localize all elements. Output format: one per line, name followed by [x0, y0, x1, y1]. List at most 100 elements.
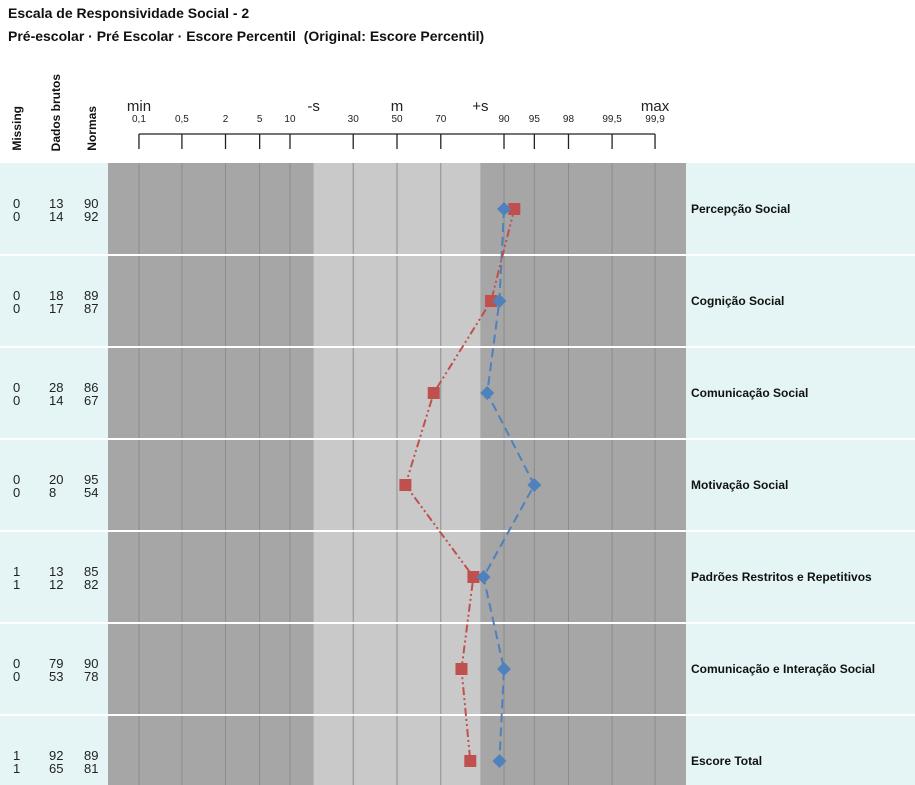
- raw-score: 14: [49, 393, 64, 408]
- tick-label: 10: [284, 114, 296, 125]
- row-separators: [0, 254, 915, 716]
- table-panel-background: [0, 163, 108, 785]
- tick-label: 30: [348, 114, 360, 125]
- raw-score: 53: [49, 669, 64, 684]
- raw-score: 28: [49, 380, 64, 395]
- percentile-axis: 0,1 0,5 2 5 10 30 50 70 90 95 98 99,5 99,9 min -s m +s ma…: [127, 98, 670, 149]
- norm-score: 54: [84, 485, 99, 500]
- missing-count: 0: [13, 669, 21, 684]
- norm-score: 87: [84, 301, 99, 316]
- scale-name-label: Escore Total: [691, 754, 763, 768]
- series-1-marker: [497, 202, 512, 216]
- norm-score: 89: [84, 748, 99, 763]
- scale-name-label: Comunicação e Interação Social: [691, 662, 876, 676]
- raw-score: 17: [49, 301, 64, 316]
- norm-score: 92: [84, 209, 99, 224]
- norm-score: 90: [84, 196, 99, 211]
- scale-marker-label: -s: [307, 98, 320, 115]
- series-1-marker: [492, 294, 507, 308]
- raw-score-cell: 28 14: [49, 381, 63, 407]
- norm-score: 90: [84, 656, 99, 671]
- scale-name-label: Motivação Social: [691, 478, 789, 492]
- scale-marker-label: min: [127, 98, 151, 115]
- scale-name-label: Comunicação Social: [691, 386, 809, 400]
- series-2-marker: [427, 387, 440, 399]
- norm-score-cell: 90 92: [84, 197, 98, 223]
- raw-score-cell: 92 65: [49, 749, 63, 775]
- raw-score: 20: [49, 472, 64, 487]
- tick-label: 50: [391, 114, 403, 125]
- series-1-marker: [480, 386, 495, 400]
- tick-label: 90: [498, 114, 510, 125]
- report-title: Escala de Responsividade Social - 2: [8, 5, 250, 21]
- norm-score: 67: [84, 393, 99, 408]
- series-1-marker: [492, 754, 507, 768]
- norm-score: 82: [84, 577, 99, 592]
- scale-marker-label: m: [391, 98, 404, 115]
- gridlines: [138, 163, 656, 785]
- missing-count: 0: [13, 485, 21, 500]
- tick-label: 0,5: [175, 114, 189, 125]
- scale-name-label: Percepção Social: [691, 202, 791, 216]
- norm-score: 86: [84, 380, 99, 395]
- raw-score: 79: [49, 656, 64, 671]
- missing-count: 0: [13, 393, 21, 408]
- raw-score-cell: 13 14: [49, 197, 63, 223]
- missing-count: 1: [13, 748, 21, 763]
- raw-score-cell: 18 17: [49, 289, 63, 315]
- series-2-marker: [464, 755, 477, 767]
- norm-score: 95: [84, 472, 99, 487]
- norm-score: 89: [84, 288, 99, 303]
- column-header-missing: Missing: [10, 106, 24, 151]
- scale-marker-label: +s: [472, 98, 488, 115]
- series-2-marker: [399, 479, 412, 491]
- missing-count: 0: [13, 380, 21, 395]
- scale-marker-label: max: [641, 98, 670, 115]
- raw-score-cell: 13 12: [49, 565, 63, 591]
- tick-label: 98: [563, 114, 575, 125]
- tick-label: 70: [435, 114, 447, 125]
- missing-count: 0: [13, 209, 21, 224]
- raw-score-cell: 20 8: [49, 473, 63, 499]
- tick-label: 5: [257, 114, 263, 125]
- label-panel-background: [686, 163, 915, 785]
- series-markers: [399, 202, 542, 768]
- raw-score: 8: [49, 485, 57, 500]
- raw-score: 65: [49, 761, 64, 776]
- scale-name-label: Cognição Social: [691, 294, 785, 308]
- raw-score: 14: [49, 209, 64, 224]
- raw-score: 12: [49, 577, 64, 592]
- norm-score-cell: 86 67: [84, 381, 98, 407]
- raw-score: 18: [49, 288, 64, 303]
- norm-score: 78: [84, 669, 99, 684]
- missing-count: 0: [13, 288, 21, 303]
- series-2-marker: [508, 203, 521, 215]
- missing-count: 0: [13, 301, 21, 316]
- tick-label: 99,9: [645, 114, 665, 125]
- raw-score: 92: [49, 748, 64, 763]
- missing-count: 1: [13, 761, 21, 776]
- missing-count: 0: [13, 472, 21, 487]
- series-2-marker: [467, 571, 480, 583]
- tick-label: 2: [223, 114, 229, 125]
- missing-count: 0: [13, 196, 21, 211]
- norm-score: 85: [84, 564, 99, 579]
- series-1-marker: [476, 570, 491, 584]
- missing-count: 1: [13, 564, 21, 579]
- missing-count: 1: [13, 577, 21, 592]
- norm-score-cell: 90 78: [84, 657, 98, 683]
- norm-score: 81: [84, 761, 99, 776]
- raw-score: 13: [49, 196, 64, 211]
- raw-score-cell: 79 53: [49, 657, 63, 683]
- series-1-marker: [497, 662, 512, 676]
- column-header-raw-scores: Dados brutos: [49, 73, 63, 151]
- raw-score: 13: [49, 564, 64, 579]
